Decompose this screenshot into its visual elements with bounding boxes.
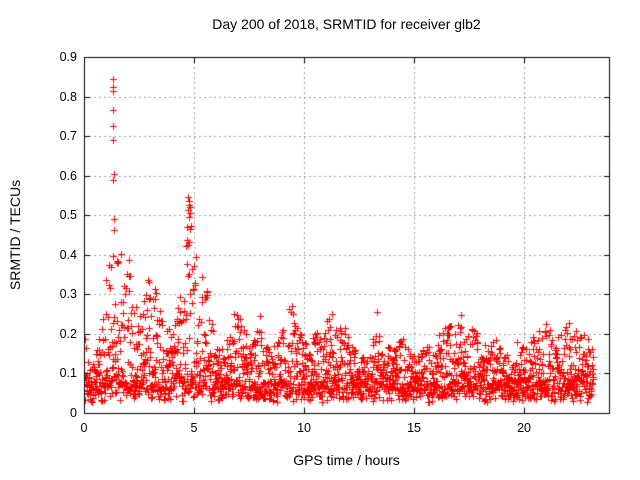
chart-title: Day 200 of 2018, SRMTID for receiver glb…	[212, 16, 481, 32]
x-axis-label: GPS time / hours	[293, 452, 400, 468]
y-axis-label: SRMTID / TECUs	[7, 179, 23, 291]
